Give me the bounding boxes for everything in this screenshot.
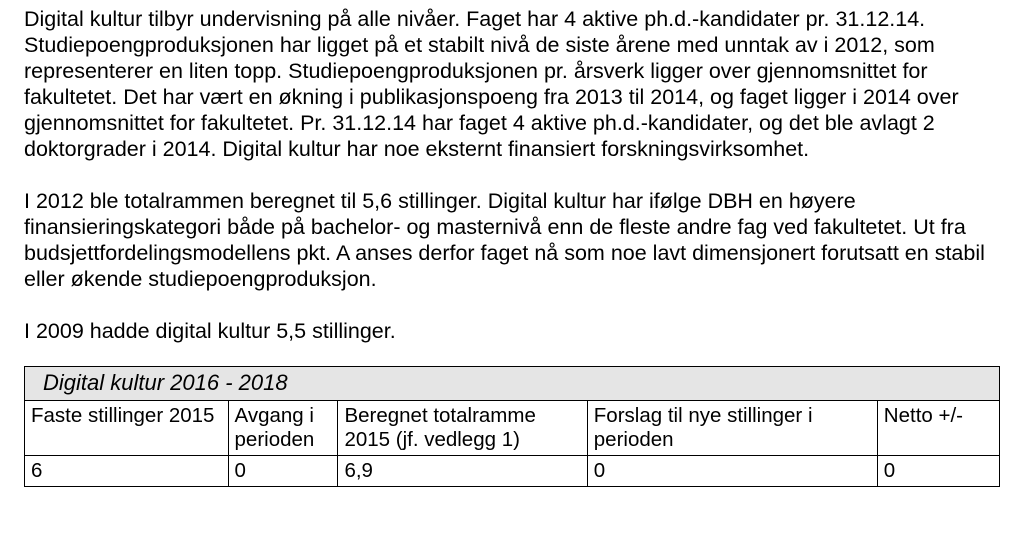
col-header-beregnet-totalramme: Beregnet totalramme 2015 (jf. vedlegg 1): [338, 400, 587, 455]
paragraph-2: I 2012 ble totalrammen beregnet til 5,6 …: [24, 188, 1000, 292]
col-header-netto: Netto +/-: [877, 400, 999, 455]
document-page: Digital kultur tilbyr undervisning på al…: [0, 0, 1024, 539]
table-row: 6 0 6,9 0 0: [25, 455, 1000, 486]
table-title: Digital kultur 2016 - 2018: [25, 367, 1000, 401]
plan-table: Digital kultur 2016 - 2018 Faste stillin…: [24, 366, 1000, 487]
table-header-row: Faste stillinger 2015 Avgang i perioden …: [25, 400, 1000, 455]
col-header-avgang: Avgang i perioden: [228, 400, 338, 455]
paragraph-1: Digital kultur tilbyr undervisning på al…: [24, 6, 1000, 162]
table-title-row: Digital kultur 2016 - 2018: [25, 367, 1000, 401]
cell-beregnet-totalramme: 6,9: [338, 455, 587, 486]
cell-avgang: 0: [228, 455, 338, 486]
col-header-forslag-nye-stillinger: Forslag til nye stillinger i perioden: [587, 400, 877, 455]
col-header-faste-stillinger: Faste stillinger 2015: [25, 400, 229, 455]
cell-forslag-nye-stillinger: 0: [587, 455, 877, 486]
cell-faste-stillinger: 6: [25, 455, 229, 486]
cell-netto: 0: [877, 455, 999, 486]
paragraph-3: I 2009 hadde digital kultur 5,5 stilling…: [24, 318, 1000, 344]
